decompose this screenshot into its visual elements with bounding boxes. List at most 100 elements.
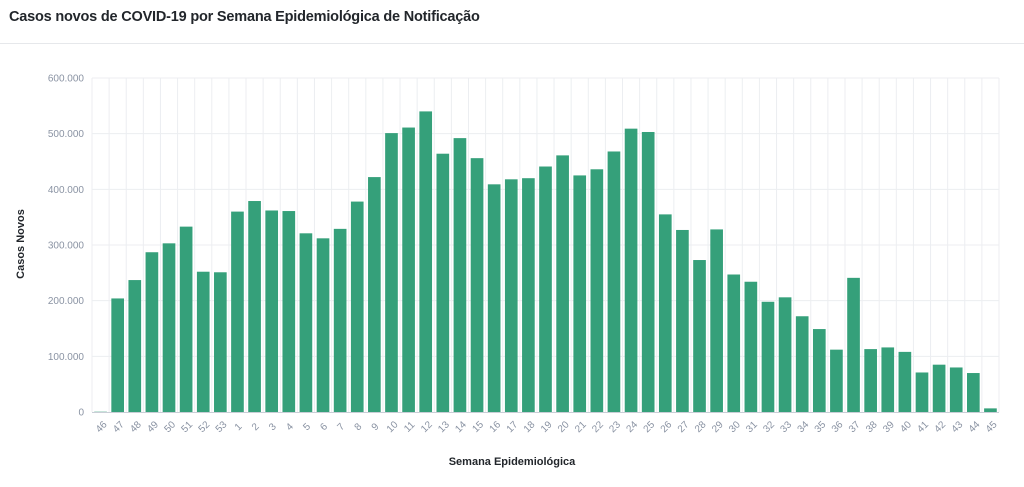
bar-week-20 <box>556 155 569 413</box>
x-tick-label: 44 <box>967 419 983 435</box>
x-tick-label: 43 <box>950 419 966 435</box>
x-tick-label: 13 <box>436 419 452 435</box>
bar-week-51 <box>179 226 193 412</box>
x-tick-label: 7 <box>336 421 348 433</box>
x-tick-label: 9 <box>370 421 382 433</box>
x-tick-label: 26 <box>659 419 675 435</box>
x-tick-label: 40 <box>898 419 914 435</box>
bar-week-49 <box>145 252 159 412</box>
x-tick-label: 24 <box>624 419 640 435</box>
bar-week-21 <box>573 175 587 412</box>
x-tick-label: 5 <box>301 421 313 433</box>
x-tick-label: 12 <box>419 419 435 435</box>
x-tick-label: 42 <box>933 419 949 435</box>
bar-week-36 <box>830 349 843 412</box>
bar-week-48 <box>128 280 142 412</box>
x-axis-ticks: 46 47 48 49 50 51 52 53 1 2 3 4 5 6 7 8 9 10 11 12 13 14 15 16 1… <box>94 419 1000 435</box>
x-tick-label: 6 <box>318 421 330 433</box>
bar-week-25 <box>641 131 655 412</box>
x-tick-label: 34 <box>796 419 812 435</box>
x-tick-label: 1 <box>233 421 245 433</box>
x-tick-label: 29 <box>710 419 726 435</box>
y-tick-label: 500.000 <box>48 129 85 140</box>
x-tick-label: 53 <box>214 419 230 435</box>
y-tick-label: 100.000 <box>48 352 85 363</box>
x-axis-title: Semana Epidemiológica <box>449 456 576 468</box>
x-tick-label: 8 <box>353 421 365 433</box>
bar-week-22 <box>590 169 604 412</box>
x-tick-label: 51 <box>180 419 196 435</box>
x-tick-label: 28 <box>693 419 709 435</box>
bar-week-5 <box>299 233 313 412</box>
bar-week-43 <box>949 367 963 412</box>
bar-week-19 <box>539 166 552 412</box>
bar-week-1 <box>231 211 244 412</box>
x-tick-label: 50 <box>162 419 178 435</box>
bar-week-34 <box>795 316 809 412</box>
y-tick-label: 400.000 <box>48 185 85 196</box>
x-tick-label: 52 <box>197 419 213 435</box>
y-axis-title: Casos Novos <box>15 209 27 279</box>
bar-week-9 <box>368 177 381 412</box>
bar-week-13 <box>436 153 450 412</box>
bar-week-17 <box>504 179 518 412</box>
x-tick-label: 47 <box>111 419 127 435</box>
x-tick-label: 18 <box>522 419 538 435</box>
bars <box>94 111 997 413</box>
bar-week-11 <box>402 127 415 412</box>
x-tick-label: 10 <box>385 419 401 435</box>
bar-week-35 <box>812 329 826 412</box>
y-tick-label: 300.000 <box>48 241 85 252</box>
x-tick-label: 49 <box>145 419 161 435</box>
bar-week-6 <box>316 238 330 412</box>
x-tick-label: 39 <box>881 419 897 435</box>
x-tick-label: 2 <box>250 421 262 433</box>
x-tick-label: 36 <box>830 419 846 435</box>
bar-week-53 <box>214 272 227 412</box>
x-tick-label: 20 <box>556 419 572 435</box>
x-tick-label: 22 <box>590 419 606 435</box>
x-tick-label: 3 <box>267 421 279 433</box>
x-tick-label: 31 <box>744 419 760 435</box>
bar-week-15 <box>470 158 484 412</box>
y-tick-label: 200.000 <box>48 296 85 307</box>
x-tick-label: 33 <box>778 419 794 435</box>
bar-week-24 <box>624 128 638 412</box>
x-tick-label: 41 <box>915 419 931 435</box>
x-tick-label: 35 <box>813 419 829 435</box>
x-tick-label: 16 <box>488 419 504 435</box>
bar-week-3 <box>265 210 279 412</box>
bar-week-16 <box>487 184 501 412</box>
x-tick-label: 19 <box>539 419 555 435</box>
bar-week-38 <box>864 349 877 412</box>
x-tick-label: 4 <box>284 421 296 433</box>
grid-lines <box>91 77 1000 412</box>
bar-week-28 <box>693 260 706 412</box>
y-tick-label: 600.000 <box>48 74 85 85</box>
y-axis-ticks: 0 100.000 200.000 300.000 400.000 500.000 600.… <box>48 74 85 419</box>
bar-week-7 <box>333 228 347 412</box>
x-tick-label: 46 <box>94 419 110 435</box>
bar-week-52 <box>196 271 210 412</box>
y-tick-label: 0 <box>78 408 84 419</box>
bar-week-8 <box>350 201 364 412</box>
x-tick-label: 30 <box>727 419 743 435</box>
bar-week-47 <box>111 298 125 412</box>
x-tick-label: 27 <box>676 419 692 435</box>
x-tick-label: 15 <box>470 419 486 435</box>
bar-week-44 <box>966 373 980 412</box>
bar-week-4 <box>282 211 296 412</box>
x-tick-label: 17 <box>505 419 521 435</box>
bar-week-31 <box>744 281 758 412</box>
bar-week-26 <box>658 214 672 412</box>
bar-week-41 <box>915 372 929 412</box>
x-tick-label: 25 <box>642 419 658 435</box>
bar-week-37 <box>847 277 860 412</box>
chart-header: Casos novos de COVID-19 por Semana Epide… <box>0 0 1024 44</box>
bar-week-27 <box>676 229 689 412</box>
bar-week-39 <box>881 347 895 412</box>
bar-week-10 <box>385 133 398 413</box>
bar-week-42 <box>932 364 946 412</box>
bar-week-40 <box>898 351 912 412</box>
